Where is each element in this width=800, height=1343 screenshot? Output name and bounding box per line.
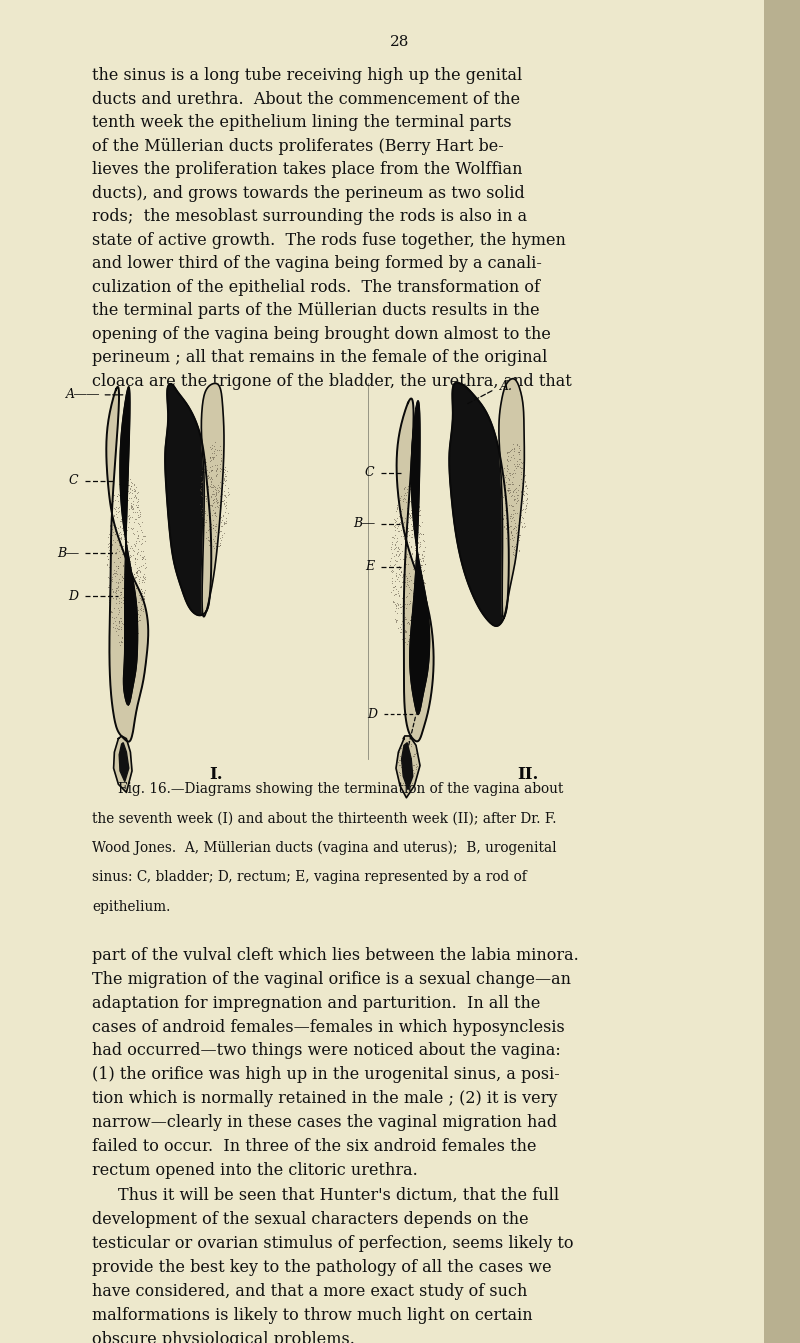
Text: Thus it will be seen that Hunter's dictum, that the full: Thus it will be seen that Hunter's dictu… (118, 1187, 559, 1205)
Text: the terminal parts of the Müllerian ducts results in the: the terminal parts of the Müllerian duct… (92, 302, 540, 320)
Text: Wood Jones.  A, Müllerian ducts (vagina and uterus);  B, urogenital: Wood Jones. A, Müllerian ducts (vagina a… (92, 841, 557, 855)
Text: (1) the orifice was high up in the urogenital sinus, a posi-: (1) the orifice was high up in the uroge… (92, 1066, 560, 1084)
Text: B―: B― (57, 547, 78, 560)
Text: Fig. 16.—Diagrams showing the termination of the vagina about: Fig. 16.—Diagrams showing the terminatio… (118, 782, 564, 795)
Polygon shape (120, 387, 138, 705)
Polygon shape (402, 743, 413, 790)
Text: development of the sexual characters depends on the: development of the sexual characters dep… (92, 1211, 529, 1228)
Text: ducts and urethra.  About the commencement of the: ducts and urethra. About the commencemen… (92, 90, 520, 107)
Bar (764, 0, 800, 1343)
Text: lieves the proliferation takes place from the Wolffian: lieves the proliferation takes place fro… (92, 161, 522, 179)
Text: state of active growth.  The rods fuse together, the hymen: state of active growth. The rods fuse to… (92, 231, 566, 248)
Polygon shape (450, 383, 509, 626)
Polygon shape (396, 736, 420, 798)
Text: part of the vulval cleft which lies between the labia minora.: part of the vulval cleft which lies betw… (92, 947, 578, 964)
Polygon shape (165, 384, 211, 615)
Text: perineum ; all that remains in the female of the original: perineum ; all that remains in the femal… (92, 349, 547, 367)
Text: obscure physiological problems.: obscure physiological problems. (92, 1331, 355, 1343)
Text: C: C (69, 474, 78, 488)
Polygon shape (202, 383, 224, 616)
Text: tenth week the epithelium lining the terminal parts: tenth week the epithelium lining the ter… (92, 114, 512, 132)
Text: and lower third of the vagina being formed by a canali-: and lower third of the vagina being form… (92, 255, 542, 273)
Text: E: E (366, 560, 374, 573)
Text: the seventh week (I) and about the thirteenth week (II); after Dr. F.: the seventh week (I) and about the thirt… (92, 811, 557, 825)
Text: II.: II. (518, 766, 538, 783)
Text: adaptation for impregnation and parturition.  In all the: adaptation for impregnation and parturit… (92, 995, 540, 1011)
Text: rectum opened into the clitoric urethra.: rectum opened into the clitoric urethra. (92, 1162, 418, 1179)
Polygon shape (106, 387, 148, 741)
Text: A.: A. (500, 380, 513, 393)
Text: provide the best key to the pathology of all the cases we: provide the best key to the pathology of… (92, 1258, 552, 1276)
Text: D: D (367, 708, 378, 721)
Text: of the Müllerian ducts proliferates (Berry Hart be-: of the Müllerian ducts proliferates (Ber… (92, 138, 504, 154)
Text: I.: I. (209, 766, 223, 783)
Text: cases of android females—females in which hyposynclesis: cases of android females—females in whic… (92, 1018, 565, 1035)
Text: culization of the epithelial rods.  The transformation of: culization of the epithelial rods. The t… (92, 279, 540, 295)
Text: opening of the vagina being brought down almost to the: opening of the vagina being brought down… (92, 326, 551, 342)
Text: testicular or ovarian stimulus of perfection, seems likely to: testicular or ovarian stimulus of perfec… (92, 1236, 574, 1252)
Text: C: C (365, 466, 374, 479)
Text: narrow—clearly in these cases the vaginal migration had: narrow—clearly in these cases the vagina… (92, 1115, 557, 1131)
Text: the sinus is a long tube receiving high up the genital: the sinus is a long tube receiving high … (92, 67, 522, 85)
Text: malformations is likely to throw much light on certain: malformations is likely to throw much li… (92, 1307, 533, 1324)
Text: B―: B― (353, 517, 374, 530)
Polygon shape (397, 399, 434, 741)
Text: rods;  the mesoblast surrounding the rods is also in a: rods; the mesoblast surrounding the rods… (92, 208, 527, 226)
Polygon shape (410, 400, 430, 714)
Polygon shape (114, 736, 132, 792)
Text: ducts), and grows towards the perineum as two solid: ducts), and grows towards the perineum a… (92, 185, 525, 201)
Text: epithelium.: epithelium. (92, 900, 170, 913)
Text: cloaca are the trigone of the bladder, the urethra, and that: cloaca are the trigone of the bladder, t… (92, 373, 572, 389)
Text: sinus: C, bladder; D, rectum; E, vagina represented by a rod of: sinus: C, bladder; D, rectum; E, vagina … (92, 870, 526, 884)
Text: had occurred—two things were noticed about the vagina:: had occurred—two things were noticed abo… (92, 1042, 561, 1060)
Text: A――: A―― (66, 388, 100, 402)
Text: tion which is normally retained in the male ; (2) it is very: tion which is normally retained in the m… (92, 1091, 558, 1107)
Text: The migration of the vaginal orifice is a sexual change—an: The migration of the vaginal orifice is … (92, 971, 571, 987)
Text: have considered, and that a more exact study of such: have considered, and that a more exact s… (92, 1283, 527, 1300)
Polygon shape (499, 379, 524, 619)
Polygon shape (119, 743, 129, 782)
Text: D: D (69, 590, 78, 603)
Text: 28: 28 (390, 35, 410, 48)
Text: failed to occur.  In three of the six android females the: failed to occur. In three of the six and… (92, 1138, 537, 1155)
